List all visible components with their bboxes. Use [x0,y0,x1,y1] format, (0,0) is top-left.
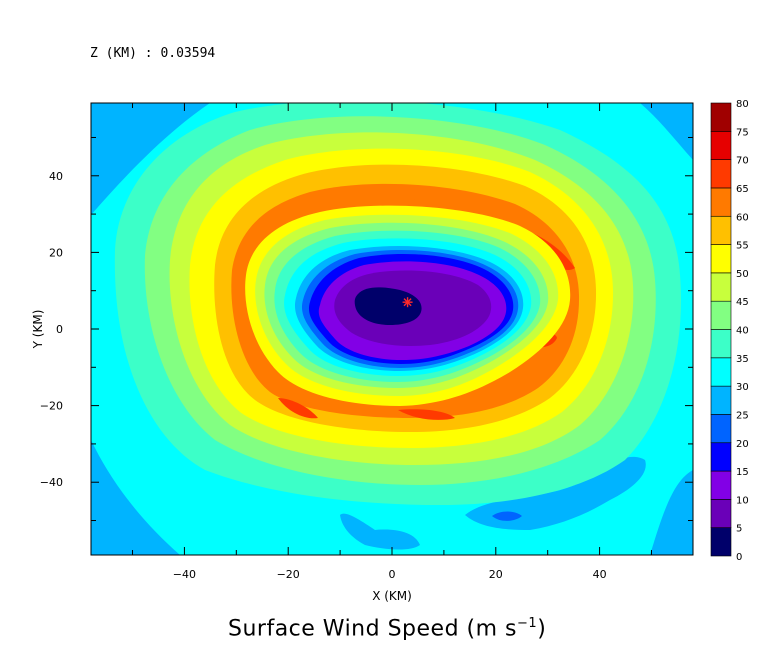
colorbar-swatch-15 [710,102,732,132]
colorbar-label-55: 55 [736,241,749,252]
colorbar-label-65: 65 [736,184,749,195]
y-tick-label--20: −20 [40,400,63,413]
colorbar-label-80: 80 [736,99,749,110]
colorbar-label-75: 75 [736,127,749,138]
colorbar-label-10: 10 [736,495,749,506]
x-ticks: −40 −20 0 20 40 [132,103,652,581]
chart-title: Surface Wind Speed (m s−1) [228,616,546,641]
x-tick-label--40: −40 [173,568,196,581]
x-axis-label: X (KM) [372,589,412,603]
colorbar-swatch-6 [710,357,732,387]
chart-title-main: Surface Wind Speed (m s [228,616,518,642]
colorbar-label-0: 0 [736,552,742,563]
colorbar-label-25: 25 [736,410,749,421]
region-25-30-top-right [640,103,693,160]
region-25-30-top-left [91,103,210,215]
y-axis-label: Y (KM) [31,310,45,350]
z-level-label: Z (KM) : 0.03594 [90,46,216,61]
colorbar-label-50: 50 [736,269,749,280]
region-65-70-southwest [278,398,318,419]
colorbar-label-35: 35 [736,354,749,365]
y-tick-label-20: 20 [49,246,63,259]
x-tick-label--20: −20 [277,568,300,581]
region-25-30-bottom-right [650,470,693,555]
colorbar-label-5: 5 [736,524,742,535]
region-20-25-bottom-spot [492,511,522,521]
region-65-70-north [300,198,420,209]
chart-title-exponent: −1 [517,616,538,631]
y-tick-label-40: 40 [49,170,63,183]
contour-field [91,103,693,555]
colorbar-label-15: 15 [736,467,749,478]
region-65-70-south [398,409,455,420]
colorbar: 0 5 10 15 20 25 30 35 40 45 50 55 60 65 70 75 80 [710,99,749,563]
colorbar-label-40: 40 [736,326,749,337]
marker-stroke [403,298,412,307]
colorbar-swatch-0 [710,527,732,557]
colorbar-swatch-12 [710,187,732,217]
colorbar-label-70: 70 [736,156,749,167]
storm-center-marker [402,297,413,308]
colorbar-swatch-13 [710,159,732,189]
colorbar-swatch-3 [710,442,732,472]
x-tick-label-40: 40 [593,568,607,581]
y-tick-label--40: −40 [40,476,63,489]
colorbar-swatch-10 [710,244,732,274]
colorbar-label-20: 20 [736,439,749,450]
y-tick-label-0: 0 [56,323,63,336]
colorbar-swatch-2 [710,470,732,500]
colorbar-swatch-7 [710,329,732,359]
region-25-30-bottom-left [91,440,180,555]
colorbar-swatch-8 [710,300,732,330]
chart-title-close: ) [537,616,547,642]
y-ticks: −40 −20 0 20 40 [40,136,693,522]
colorbar-swatch-14 [710,131,732,160]
colorbar-swatch-5 [710,385,732,415]
colorbar-swatch-9 [710,272,732,302]
colorbar-swatch-4 [710,414,732,444]
colorbar-label-60: 60 [736,212,749,223]
colorbar-swatch-1 [710,499,732,528]
x-tick-label-0: 0 [389,568,396,581]
colorbar-label-45: 45 [736,297,749,308]
region-0-5-eye [354,287,422,325]
colorbar-label-30: 30 [736,382,749,393]
region-25-30-bottom-blob-2 [340,513,420,550]
x-tick-label-20: 20 [489,568,503,581]
colorbar-swatch-11 [710,215,732,245]
